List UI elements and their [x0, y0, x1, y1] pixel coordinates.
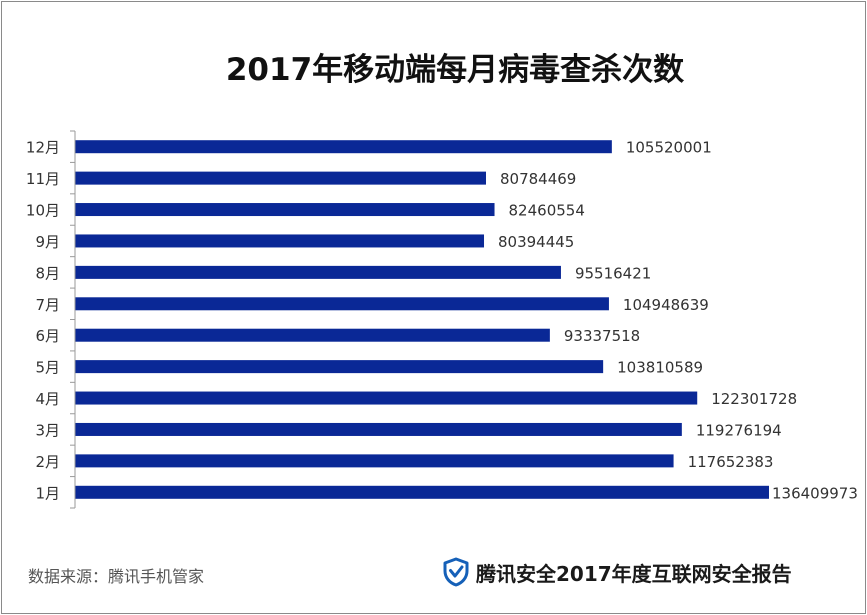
bar: [75, 171, 486, 185]
category-label: 10月: [26, 202, 60, 220]
bar: [75, 485, 769, 499]
value-label: 119276194: [696, 421, 782, 439]
category-label: 5月: [35, 359, 60, 377]
category-label: 2月: [35, 453, 60, 471]
category-label: 6月: [35, 327, 60, 345]
category-labels: 1月 2月 3月 4月 5月 6月 7月 8月 9月 10月 11月 12月: [26, 139, 60, 503]
value-label: 80784469: [500, 170, 576, 188]
value-label: 105520001: [626, 139, 712, 157]
category-label: 3月: [35, 421, 60, 439]
value-label: 104948639: [623, 296, 709, 314]
category-label: 1月: [35, 484, 60, 502]
brand-footer: 腾讯安全2017年度互联网安全报告: [442, 555, 792, 589]
shield-check-icon: [443, 557, 469, 587]
value-label: 93337518: [564, 327, 640, 345]
category-label: 12月: [26, 139, 60, 157]
bar: [75, 203, 495, 217]
bar: [75, 360, 604, 374]
brand-text: 腾讯安全2017年度互联网安全报告: [476, 561, 792, 586]
category-label: 7月: [35, 296, 60, 314]
category-label: 9月: [35, 233, 60, 251]
bar: [75, 265, 561, 279]
chart-title: 2017年移动端每月病毒查杀次数: [225, 52, 685, 88]
bar: [75, 140, 612, 154]
bar: [75, 328, 550, 342]
value-label: 136409973: [772, 484, 858, 502]
bar: [75, 422, 682, 436]
bar: [75, 234, 485, 248]
value-label: 80394445: [498, 233, 574, 251]
data-source: 数据来源：腾讯手机管家: [28, 567, 205, 586]
value-label: 117652383: [688, 453, 774, 471]
category-label: 4月: [35, 390, 60, 408]
value-labels: 136409973 117652383 119276194 122301728 1038…: [498, 139, 858, 503]
value-label: 103810589: [617, 359, 703, 377]
value-label: 122301728: [711, 390, 797, 408]
value-label: 95516421: [575, 264, 651, 282]
y-axis-ticks: [70, 130, 75, 509]
bars-layer: [75, 140, 769, 499]
bar: [75, 454, 674, 468]
bar: [75, 391, 698, 405]
value-label: 82460554: [509, 202, 585, 220]
category-label: 8月: [35, 264, 60, 282]
bar: [75, 297, 609, 311]
category-label: 11月: [26, 170, 60, 188]
